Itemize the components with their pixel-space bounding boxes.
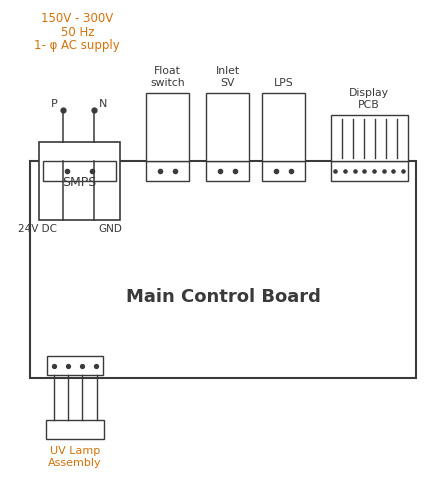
Text: Inlet
SV: Inlet SV	[215, 66, 240, 88]
Bar	[206, 162, 249, 182]
Text: Main Control Board: Main Control Board	[126, 287, 321, 305]
Text: P: P	[51, 99, 58, 109]
Bar	[262, 93, 305, 162]
Bar	[43, 162, 116, 182]
Bar	[47, 356, 103, 376]
Bar	[331, 116, 408, 162]
Text: 50 Hz: 50 Hz	[60, 26, 94, 39]
Bar	[30, 162, 417, 378]
Text: N: N	[99, 99, 107, 109]
Text: Float
switch: Float switch	[150, 66, 185, 88]
Bar	[39, 142, 120, 221]
Bar	[146, 162, 189, 182]
Text: Display
PCB: Display PCB	[349, 88, 389, 110]
Text: 24V DC: 24V DC	[18, 223, 57, 233]
Bar	[331, 162, 408, 182]
Bar	[46, 420, 104, 439]
Text: UV Lamp
Assembly: UV Lamp Assembly	[48, 445, 102, 467]
Text: LPS: LPS	[273, 78, 293, 88]
Text: GND: GND	[99, 223, 122, 233]
Text: SMPS: SMPS	[62, 175, 97, 188]
Bar	[206, 93, 249, 162]
Bar	[146, 93, 189, 162]
Text: 1- φ AC supply: 1- φ AC supply	[35, 39, 120, 52]
Text: 150V - 300V: 150V - 300V	[41, 13, 113, 26]
Bar	[262, 162, 305, 182]
